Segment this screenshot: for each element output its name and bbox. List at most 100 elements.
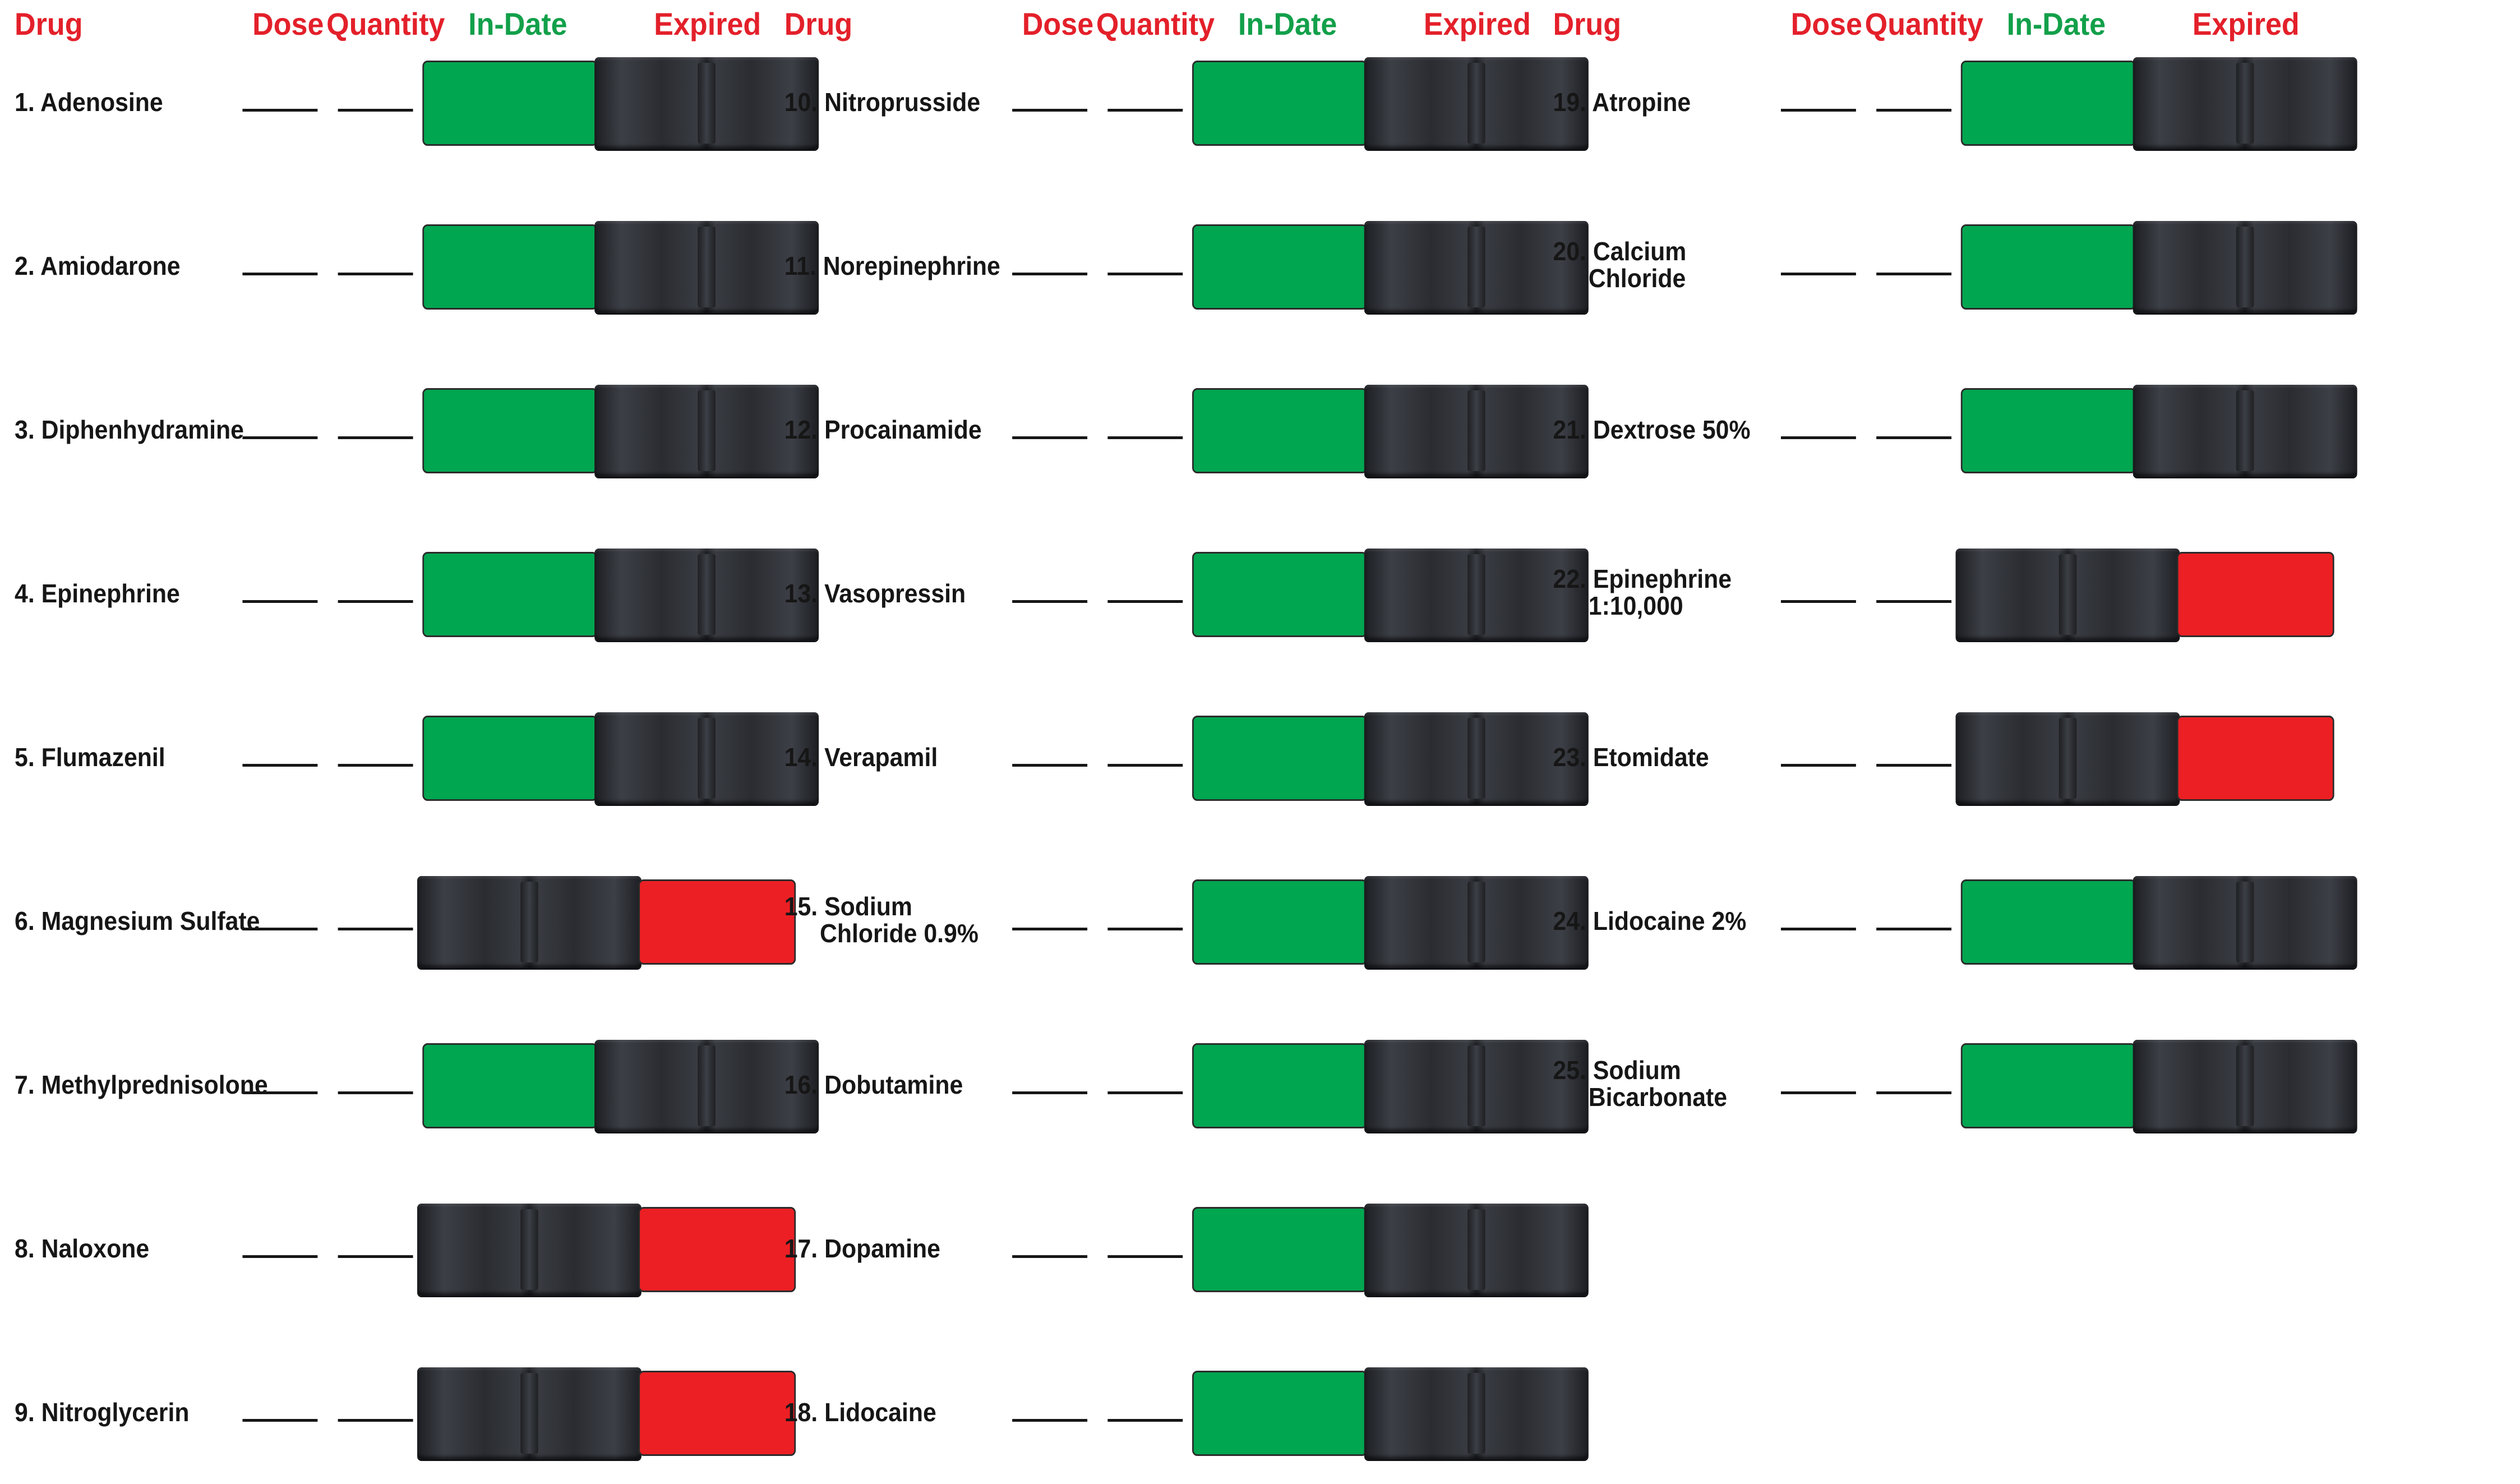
toggle-slider-handle[interactable] (2133, 221, 2357, 313)
toggle-slider-handle[interactable] (594, 385, 819, 477)
quantity-blank-line[interactable] (1876, 600, 1952, 603)
toggle-slider-handle[interactable] (1364, 1040, 1589, 1132)
quantity-blank-line[interactable] (1107, 109, 1183, 112)
status-toggle[interactable] (422, 1040, 819, 1132)
status-toggle[interactable] (1192, 57, 1589, 149)
status-toggle[interactable] (1192, 876, 1589, 968)
dose-blank-line[interactable] (242, 109, 318, 112)
toggle-slider-handle[interactable] (1364, 1367, 1589, 1459)
quantity-blank-line[interactable] (1876, 1091, 1952, 1094)
status-toggle[interactable] (1955, 712, 2352, 804)
toggle-slider-handle[interactable] (1955, 712, 2180, 804)
status-toggle[interactable] (1192, 1040, 1589, 1132)
dose-blank-line[interactable] (1780, 764, 1856, 767)
dose-blank-line[interactable] (242, 1255, 318, 1258)
toggle-slider-handle[interactable] (417, 876, 641, 968)
dose-blank-line[interactable] (1780, 1091, 1856, 1094)
quantity-blank-line[interactable] (338, 1419, 413, 1422)
toggle-slider-handle[interactable] (1364, 876, 1589, 968)
toggle-slider-handle[interactable] (2133, 876, 2357, 968)
quantity-blank-line[interactable] (1107, 600, 1183, 603)
quantity-blank-line[interactable] (338, 273, 413, 275)
status-toggle[interactable] (417, 1204, 814, 1296)
status-toggle[interactable] (422, 712, 819, 804)
quantity-blank-line[interactable] (1107, 1419, 1183, 1422)
dose-blank-line[interactable] (1012, 436, 1088, 439)
toggle-slider-handle[interactable] (594, 712, 819, 804)
status-toggle[interactable] (417, 1367, 814, 1459)
status-toggle[interactable] (1192, 1204, 1589, 1296)
quantity-blank-line[interactable] (338, 764, 413, 767)
status-toggle[interactable] (1960, 57, 2357, 149)
quantity-blank-line[interactable] (1876, 928, 1952, 930)
dose-blank-line[interactable] (1780, 109, 1856, 112)
toggle-slider-handle[interactable] (594, 1040, 819, 1132)
quantity-blank-line[interactable] (1876, 273, 1952, 275)
quantity-blank-line[interactable] (338, 928, 413, 930)
toggle-slider-handle[interactable] (1364, 385, 1589, 477)
toggle-slider-handle[interactable] (417, 1367, 641, 1459)
toggle-slider-handle[interactable] (594, 549, 819, 640)
quantity-blank-line[interactable] (1107, 928, 1183, 930)
status-toggle[interactable] (422, 385, 819, 477)
status-toggle[interactable] (1192, 549, 1589, 640)
quantity-blank-line[interactable] (1876, 109, 1952, 112)
toggle-slider-handle[interactable] (2133, 385, 2357, 477)
status-toggle[interactable] (1192, 1367, 1589, 1459)
toggle-slider-handle[interactable] (417, 1204, 641, 1296)
quantity-blank-line[interactable] (1107, 1091, 1183, 1094)
quantity-blank-line[interactable] (1876, 764, 1952, 767)
quantity-blank-line[interactable] (1876, 436, 1952, 439)
quantity-blank-line[interactable] (1107, 273, 1183, 275)
dose-blank-line[interactable] (1780, 600, 1856, 603)
dose-blank-line[interactable] (1012, 928, 1088, 930)
dose-blank-line[interactable] (1012, 1091, 1088, 1094)
toggle-slider-handle[interactable] (594, 57, 819, 149)
status-toggle[interactable] (1192, 221, 1589, 313)
toggle-slider-handle[interactable] (1364, 549, 1589, 640)
status-toggle[interactable] (422, 549, 819, 640)
quantity-blank-line[interactable] (338, 1255, 413, 1258)
quantity-blank-line[interactable] (1107, 764, 1183, 767)
dose-blank-line[interactable] (242, 1419, 318, 1422)
dose-blank-line[interactable] (1780, 928, 1856, 930)
dose-blank-line[interactable] (1012, 1419, 1088, 1422)
toggle-slider-handle[interactable] (1364, 221, 1589, 313)
toggle-slider-handle[interactable] (2133, 57, 2357, 149)
dose-blank-line[interactable] (242, 764, 318, 767)
dose-blank-line[interactable] (1012, 273, 1088, 275)
status-toggle[interactable] (1960, 876, 2357, 968)
dose-blank-line[interactable] (242, 273, 318, 275)
status-toggle[interactable] (1955, 549, 2352, 640)
dose-blank-line[interactable] (1012, 764, 1088, 767)
dose-blank-line[interactable] (1780, 273, 1856, 275)
status-toggle[interactable] (1192, 385, 1589, 477)
quantity-blank-line[interactable] (1107, 436, 1183, 439)
status-toggle[interactable] (1960, 1040, 2357, 1132)
toggle-slider-handle[interactable] (594, 221, 819, 313)
status-toggle[interactable] (422, 221, 819, 313)
quantity-blank-line[interactable] (1107, 1255, 1183, 1258)
status-toggle[interactable] (1192, 712, 1589, 804)
toggle-slider-handle[interactable] (1364, 57, 1589, 149)
quantity-blank-line[interactable] (338, 1091, 413, 1094)
dose-blank-line[interactable] (242, 928, 318, 930)
quantity-blank-line[interactable] (338, 109, 413, 112)
status-toggle[interactable] (1960, 221, 2357, 313)
dose-blank-line[interactable] (1012, 600, 1088, 603)
dose-blank-line[interactable] (1012, 109, 1088, 112)
dose-blank-line[interactable] (1780, 436, 1856, 439)
dose-blank-line[interactable] (1012, 1255, 1088, 1258)
status-toggle[interactable] (1960, 385, 2357, 477)
status-toggle[interactable] (417, 876, 814, 968)
toggle-slider-handle[interactable] (1364, 712, 1589, 804)
toggle-slider-handle[interactable] (1364, 1204, 1589, 1296)
toggle-slider-handle[interactable] (1955, 549, 2180, 640)
dose-blank-line[interactable] (242, 436, 318, 439)
quantity-blank-line[interactable] (338, 436, 413, 439)
toggle-slider-handle[interactable] (2133, 1040, 2357, 1132)
dose-blank-line[interactable] (242, 1091, 318, 1094)
dose-blank-line[interactable] (242, 600, 318, 603)
quantity-blank-line[interactable] (338, 600, 413, 603)
status-toggle[interactable] (422, 57, 819, 149)
